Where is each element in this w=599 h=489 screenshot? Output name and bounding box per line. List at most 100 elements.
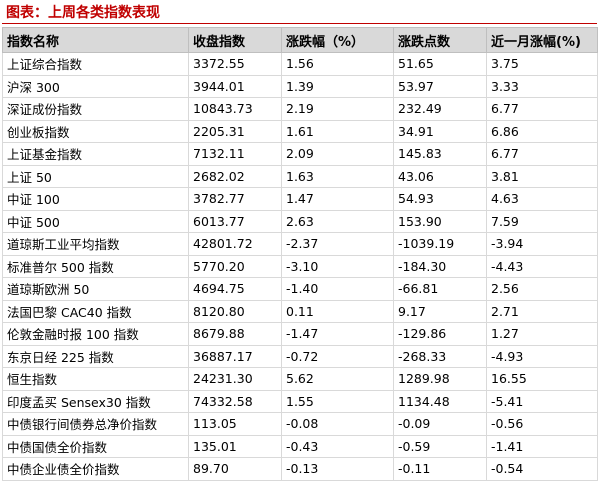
cell: 1.55 — [281, 389, 394, 413]
index-name: 法国巴黎 CAC40 指数 — [2, 299, 189, 323]
cell: 145.83 — [393, 142, 487, 166]
cell: -0.11 — [393, 457, 487, 481]
cell: 42801.72 — [188, 232, 282, 256]
column-header: 指数名称 — [2, 27, 189, 53]
cell: 3372.55 — [188, 52, 282, 76]
index-name: 道琼斯工业平均指数 — [2, 232, 189, 256]
index-name: 上证基金指数 — [2, 142, 189, 166]
cell: -268.33 — [393, 344, 487, 368]
cell: -0.08 — [281, 412, 394, 436]
cell: -0.59 — [393, 434, 487, 458]
table-row: 中证 100 3782.77 1.47 54.93 4.63 — [2, 187, 598, 211]
index-name: 沪深 300 — [2, 74, 189, 98]
index-name: 道琼斯欧洲 50 — [2, 277, 189, 301]
cell: 1.47 — [281, 187, 394, 211]
cell: 43.06 — [393, 164, 487, 188]
cell: -184.30 — [393, 254, 487, 278]
cell: 24231.30 — [188, 367, 282, 391]
column-header: 收盘指数 — [188, 27, 282, 53]
cell: -0.13 — [281, 457, 394, 481]
cell: 1.27 — [486, 322, 598, 346]
cell: -3.10 — [281, 254, 394, 278]
cell: 2.19 — [281, 97, 394, 121]
table-body: 上证综合指数 3372.55 1.56 51.65 3.75 沪深 300 3944.01 1… — [2, 52, 598, 481]
cell: -0.56 — [486, 412, 598, 436]
cell: 3.75 — [486, 52, 598, 76]
table-row: 中债银行间债券总净价指数 113.05 -0.08 -0.09 -0.56 — [2, 412, 598, 436]
index-name: 中债企业债全价指数 — [2, 457, 189, 481]
cell: 2.63 — [281, 209, 394, 233]
cell: 53.97 — [393, 74, 487, 98]
cell: -0.43 — [281, 434, 394, 458]
index-name: 中证 500 — [2, 209, 189, 233]
table-row: 标准普尔 500 指数 5770.20 -3.10 -184.30 -4.43 — [2, 254, 598, 278]
cell: 6.86 — [486, 119, 598, 143]
cell: 6013.77 — [188, 209, 282, 233]
index-name: 深证成份指数 — [2, 97, 189, 121]
table-row: 法国巴黎 CAC40 指数 8120.80 0.11 9.17 2.71 — [2, 299, 598, 323]
cell: 113.05 — [188, 412, 282, 436]
index-name: 印度孟买 Sensex30 指数 — [2, 389, 189, 413]
table-row: 道琼斯欧洲 50 4694.75 -1.40 -66.81 2.56 — [2, 277, 598, 301]
cell: -66.81 — [393, 277, 487, 301]
cell: 3944.01 — [188, 74, 282, 98]
table-row: 上证基金指数 7132.11 2.09 145.83 6.77 — [2, 142, 598, 166]
index-name: 中债国债全价指数 — [2, 434, 189, 458]
cell: -2.37 — [281, 232, 394, 256]
cell: 4.63 — [486, 187, 598, 211]
cell: 51.65 — [393, 52, 487, 76]
table-row: 上证综合指数 3372.55 1.56 51.65 3.75 — [2, 52, 598, 76]
cell: -4.43 — [486, 254, 598, 278]
table-row: 伦敦金融时报 100 指数 8679.88 -1.47 -129.86 1.27 — [2, 322, 598, 346]
cell: 5770.20 — [188, 254, 282, 278]
cell: 8120.80 — [188, 299, 282, 323]
cell: -1.40 — [281, 277, 394, 301]
index-table: 指数名称 收盘指数 涨跌幅（%） 涨跌点数 近一月涨幅(%) 上证综合指数 3372.55… — [2, 27, 598, 481]
cell: 54.93 — [393, 187, 487, 211]
cell: 1.39 — [281, 74, 394, 98]
cell: 89.70 — [188, 457, 282, 481]
cell: 2.09 — [281, 142, 394, 166]
table-row: 创业板指数 2205.31 1.61 34.91 6.86 — [2, 119, 598, 143]
table-row: 深证成份指数 10843.73 2.19 232.49 6.77 — [2, 97, 598, 121]
cell: 3.81 — [486, 164, 598, 188]
cell: 4694.75 — [188, 277, 282, 301]
cell: 9.17 — [393, 299, 487, 323]
table-row: 东京日经 225 指数 36887.17 -0.72 -268.33 -4.93 — [2, 344, 598, 368]
cell: 7.59 — [486, 209, 598, 233]
index-name: 中证 100 — [2, 187, 189, 211]
index-name: 东京日经 225 指数 — [2, 344, 189, 368]
cell: -5.41 — [486, 389, 598, 413]
cell: -1039.19 — [393, 232, 487, 256]
cell: 5.62 — [281, 367, 394, 391]
cell: 232.49 — [393, 97, 487, 121]
cell: 36887.17 — [188, 344, 282, 368]
table-row: 印度孟买 Sensex30 指数 74332.58 1.55 1134.48 -5.41 — [2, 389, 598, 413]
cell: 2682.02 — [188, 164, 282, 188]
index-name: 上证 50 — [2, 164, 189, 188]
cell: 1.56 — [281, 52, 394, 76]
table-row: 上证 50 2682.02 1.63 43.06 3.81 — [2, 164, 598, 188]
cell: 6.77 — [486, 97, 598, 121]
index-name: 伦敦金融时报 100 指数 — [2, 322, 189, 346]
cell: 74332.58 — [188, 389, 282, 413]
column-header: 近一月涨幅(%) — [486, 27, 598, 53]
column-header: 涨跌幅（%） — [281, 27, 394, 53]
table-row: 中债国债全价指数 135.01 -0.43 -0.59 -1.41 — [2, 434, 598, 458]
cell: 2.56 — [486, 277, 598, 301]
cell: 2.71 — [486, 299, 598, 323]
title: 图表：上周各类指数表现 — [2, 2, 597, 24]
cell: 2205.31 — [188, 119, 282, 143]
index-name: 恒生指数 — [2, 367, 189, 391]
index-name: 创业板指数 — [2, 119, 189, 143]
cell: 34.91 — [393, 119, 487, 143]
cell: -3.94 — [486, 232, 598, 256]
cell: -0.72 — [281, 344, 394, 368]
cell: 135.01 — [188, 434, 282, 458]
cell: -1.47 — [281, 322, 394, 346]
cell: 153.90 — [393, 209, 487, 233]
table-row: 中证 500 6013.77 2.63 153.90 7.59 — [2, 209, 598, 233]
cell: 10843.73 — [188, 97, 282, 121]
cell: 1134.48 — [393, 389, 487, 413]
